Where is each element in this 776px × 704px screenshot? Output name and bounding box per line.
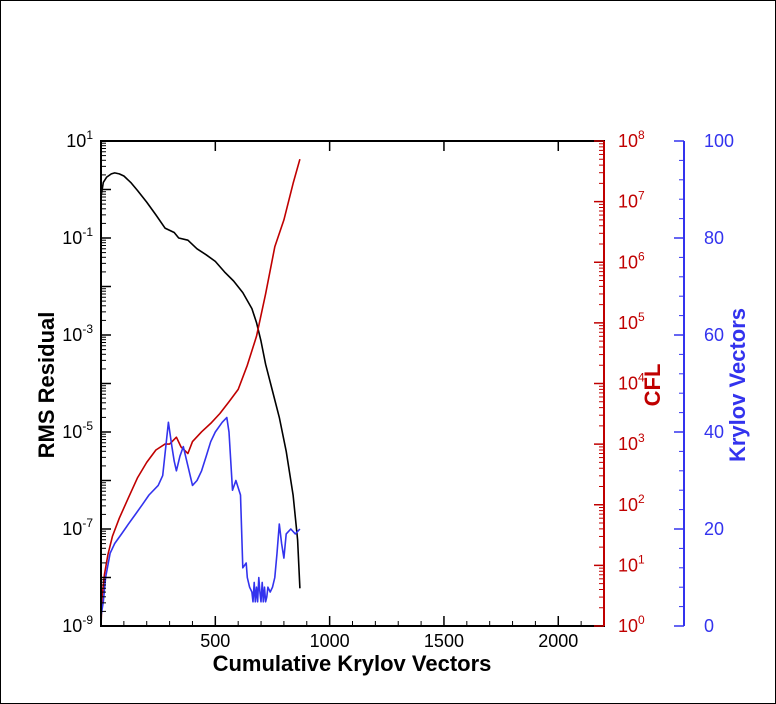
krylov-vectors-line: [100, 416, 301, 617]
y-tick-label: 10-1: [62, 225, 93, 248]
cfl-tick-label: 105: [618, 310, 645, 333]
cfl-tick-label: 106: [618, 249, 645, 272]
krylov-tick-label: 0: [704, 616, 714, 636]
axes-layer: 500 1000 1500 200010110-110-310-510-710-910…: [62, 128, 734, 651]
y-tick-label: 10-7: [62, 516, 93, 539]
cfl-tick-label: 102: [618, 492, 645, 515]
y-tick-label: 10-9: [62, 613, 93, 636]
y-axis-title: RMS Residual: [34, 312, 59, 459]
krylov-tick-label: 60: [704, 325, 724, 345]
x-tick-label: 1500: [424, 631, 464, 651]
y-tick-label: 10-3: [62, 322, 93, 345]
rms-residual-line: [100, 172, 301, 589]
cfl-tick-label: 100: [618, 613, 645, 636]
cfl-tick-label: 108: [618, 128, 645, 151]
krylov-tick-label: 100: [704, 131, 734, 151]
x-tick-label: 500: [200, 631, 230, 651]
axis-titles: Cumulative Krylov Vectors RMS Residual C…: [34, 308, 750, 676]
cfl-tick-label: 107: [618, 189, 645, 212]
krylov-axis-title: Krylov Vectors: [725, 308, 750, 462]
y-tick-label: 10-5: [62, 419, 93, 442]
x-tick-label: 1000: [310, 631, 350, 651]
x-tick-label: 2000: [538, 631, 578, 651]
cfl-line: [100, 158, 301, 627]
cfl-tick-label: 101: [618, 552, 645, 575]
krylov-tick-label: 80: [704, 228, 724, 248]
y-tick-label: 101: [66, 128, 93, 151]
cfl-axis-title: CFL: [640, 364, 665, 407]
cfl-tick-label: 103: [618, 431, 645, 454]
series-layer: [100, 158, 301, 627]
krylov-tick-label: 40: [704, 422, 724, 442]
plot-frame: [100, 140, 605, 627]
krylov-tick-label: 20: [704, 519, 724, 539]
cfl-tick-label: 104: [618, 371, 645, 394]
x-axis-title: Cumulative Krylov Vectors: [213, 651, 492, 676]
